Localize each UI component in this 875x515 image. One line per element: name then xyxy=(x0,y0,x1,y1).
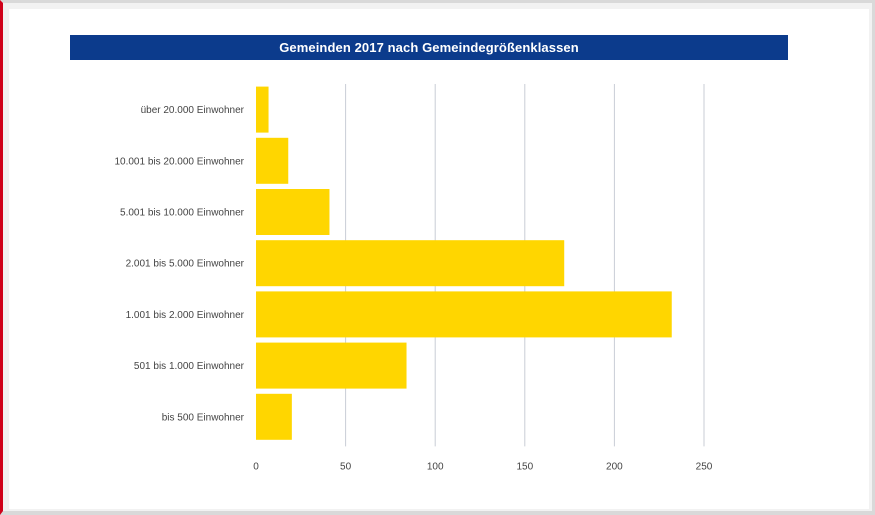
bar-1 xyxy=(256,137,289,184)
category-label-0: über 20.000 Einwohner xyxy=(141,105,245,116)
x-tick-label-200: 200 xyxy=(606,461,623,472)
x-tick-label-150: 150 xyxy=(516,461,533,472)
x-tick-label-50: 50 xyxy=(340,461,352,472)
bar-2 xyxy=(256,189,330,235)
bar-3 xyxy=(256,240,565,287)
bar-6 xyxy=(256,393,292,440)
bar-4 xyxy=(256,291,672,338)
bar-0 xyxy=(256,86,269,133)
category-label-4: 1.001 bis 2.000 Einwohner xyxy=(126,310,245,321)
x-tick-label-100: 100 xyxy=(427,461,444,472)
category-label-3: 2.001 bis 5.000 Einwohner xyxy=(126,259,245,270)
x-tick-label-0: 0 xyxy=(253,461,259,472)
category-label-2: 5.001 bis 10.000 Einwohner xyxy=(120,208,245,219)
chart-panel: Gemeinden 2017 nach Gemeindegrößenklasse… xyxy=(9,9,869,509)
category-label-5: 501 bis 1.000 Einwohner xyxy=(134,361,245,372)
chart-title: Gemeinden 2017 nach Gemeindegrößenklasse… xyxy=(70,35,788,60)
tick-labels: 0 50 100 150 200 250 xyxy=(253,461,713,472)
bar-5 xyxy=(256,342,407,389)
category-labels: über 20.000 Einwohner 10.001 bis 20.000 E… xyxy=(114,105,244,423)
bar-chart: über 20.000 Einwohner 10.001 bis 20.000 E… xyxy=(114,84,713,472)
category-label-6: bis 500 Einwohner xyxy=(162,412,245,423)
bars xyxy=(256,86,672,440)
category-label-1: 10.001 bis 20.000 Einwohner xyxy=(114,156,244,167)
x-tick-label-250: 250 xyxy=(696,461,713,472)
